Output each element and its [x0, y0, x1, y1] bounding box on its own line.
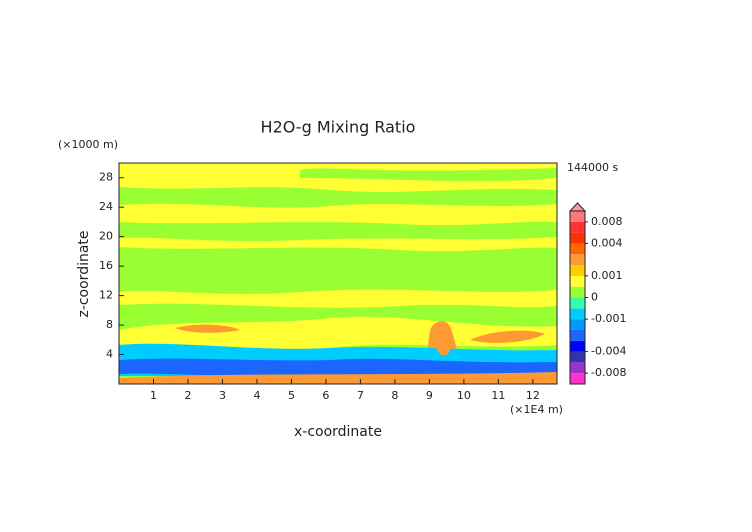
- colorbar-swatch: [570, 221, 585, 233]
- colorbar-swatch: [570, 329, 585, 341]
- x-tick-label: 12: [526, 389, 540, 402]
- colorbar-tick-label: 0: [591, 291, 598, 304]
- x-tick-label: 1: [150, 389, 157, 402]
- y-axis-label: z-coordinate: [76, 230, 92, 317]
- colorbar-swatch: [570, 340, 585, 352]
- plot-frame: [118, 162, 558, 385]
- y-unit: (×1000 m): [58, 138, 118, 151]
- x-tick-label: 3: [219, 389, 226, 402]
- colorbar-swatch: [570, 286, 585, 298]
- colorbar-tick-label: -0.008: [591, 366, 626, 379]
- contour-region: [300, 168, 557, 182]
- y-tick-label: 4: [106, 348, 113, 361]
- colorbar-swatch: [570, 297, 585, 309]
- time-label: 144000 s: [567, 161, 618, 174]
- y-tick-label: 12: [99, 289, 113, 302]
- x-tick-label: 11: [491, 389, 505, 402]
- colorbar-swatch: [570, 265, 585, 276]
- x-tick-label: 4: [253, 389, 260, 402]
- colorbar-tick-label: 0.008: [591, 215, 623, 228]
- colorbar-tick-label: 0.004: [591, 236, 623, 249]
- colorbar-swatch: [570, 308, 585, 320]
- colorbar-tick-label: -0.004: [591, 345, 626, 358]
- contour-region: [119, 247, 557, 294]
- x-tick-label: 6: [322, 389, 329, 402]
- colorbar-swatch: [570, 254, 585, 266]
- x-axis-label: x-coordinate: [294, 424, 382, 440]
- x-tick-label: 2: [184, 389, 191, 402]
- colorbar-swatch: [570, 319, 585, 330]
- colorbar-swatch: [570, 351, 585, 363]
- colorbar-swatch: [570, 232, 585, 244]
- contour-region: [119, 187, 557, 208]
- x-tick-label: 5: [288, 389, 295, 402]
- colorbar-swatch: [570, 373, 585, 384]
- chart-title: H2O-g Mixing Ratio: [261, 118, 416, 137]
- colorbar-swatch: [570, 243, 585, 255]
- x-tick-label: 10: [457, 389, 471, 402]
- contour-region: [470, 330, 545, 343]
- contour-region: [119, 358, 557, 378]
- y-tick-label: 8: [106, 318, 113, 331]
- x-tick-label: 9: [426, 389, 433, 402]
- colorbar-swatch: [570, 211, 585, 222]
- colorbar-swatch: [570, 362, 585, 374]
- y-tick-label: 28: [99, 171, 113, 184]
- contour-region: [175, 324, 240, 333]
- x-tick-label: 8: [391, 389, 398, 402]
- y-tick-label: 24: [99, 200, 113, 213]
- colorbar-extension: [568, 202, 587, 212]
- colorbar-tick-label: 0.001: [591, 269, 623, 282]
- contour-region: [119, 221, 557, 242]
- contour-region: [119, 372, 557, 384]
- colorbar-swatch: [570, 275, 585, 287]
- y-tick-label: 20: [99, 230, 113, 243]
- contour-region: [435, 336, 451, 356]
- x-tick-label: 7: [357, 389, 364, 402]
- y-tick-label: 16: [99, 259, 113, 272]
- x-unit: (×1E4 m): [510, 403, 563, 416]
- colorbar-tick-label: -0.001: [591, 312, 626, 325]
